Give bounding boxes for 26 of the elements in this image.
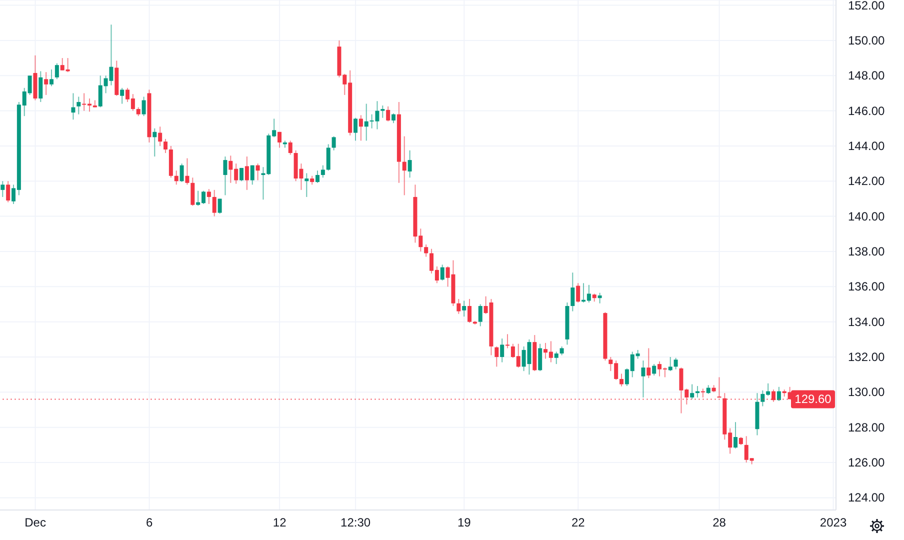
y-tick-label: 152.00	[848, 0, 886, 12]
y-tick-label: 150.00	[848, 33, 886, 48]
x-tick-label: 6	[146, 516, 153, 530]
y-tick-label: 134.00	[848, 314, 886, 329]
x-tick-label: 2023	[820, 516, 847, 530]
x-tick-label: 12	[272, 516, 287, 530]
y-tick-label: 130.00	[848, 385, 886, 400]
y-tick-label: 142.00	[848, 174, 886, 188]
y-tick-label: 128.00	[848, 420, 886, 434]
y-tick-label: 148.00	[848, 68, 886, 83]
y-tick-label: 132.00	[848, 350, 886, 364]
y-tick-label: 140.00	[848, 209, 886, 224]
x-tick-label: 12:30	[340, 516, 371, 530]
y-tick-label: 124.00	[848, 490, 886, 505]
y-tick-label: 138.00	[848, 244, 886, 258]
y-tick-label: 146.00	[848, 104, 886, 118]
y-tick-label: 136.00	[848, 280, 886, 294]
y-tick-label: 144.00	[848, 138, 886, 153]
x-tick-label: 22	[571, 516, 586, 530]
x-tick-label: Dec	[24, 516, 46, 530]
candlestick	[700, 388, 705, 398]
candlestick	[218, 198, 222, 214]
x-tick-label: 19	[457, 516, 472, 530]
x-tick-label: 28	[712, 516, 726, 530]
ref-line-label: 129.60	[794, 392, 832, 406]
y-tick-label: 126.00	[848, 456, 886, 470]
